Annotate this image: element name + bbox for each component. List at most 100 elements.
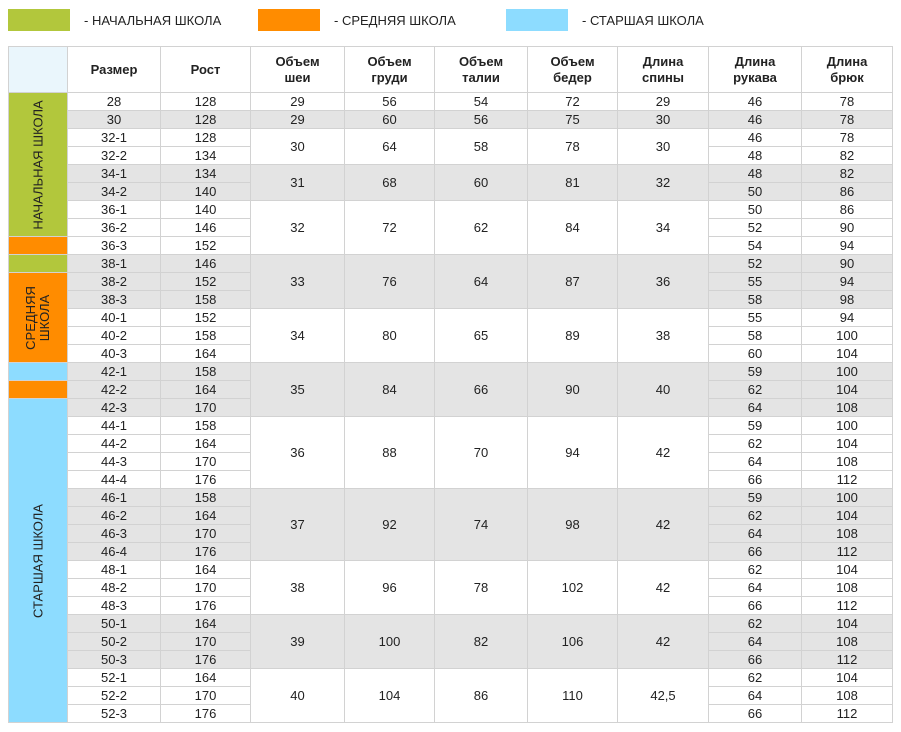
cell-sleeve: 66 xyxy=(708,470,802,489)
table-row: 44-2 164 62 104 xyxy=(9,434,893,453)
cell-sleeve: 62 xyxy=(708,506,802,525)
cell-size: 38-1 xyxy=(67,254,161,273)
cell-size: 48-3 xyxy=(67,596,161,615)
cell-height: 158 xyxy=(160,416,251,435)
cell-size: 32-2 xyxy=(67,146,161,165)
cell-waist: 70 xyxy=(434,416,528,489)
cell-back: 38 xyxy=(617,308,709,363)
cell-trousers: 108 xyxy=(801,632,893,651)
table-row: 48-2 170 64 108 xyxy=(9,578,893,597)
cell-trousers: 78 xyxy=(801,110,893,129)
cell-trousers: 90 xyxy=(801,218,893,237)
cell-sleeve: 64 xyxy=(708,398,802,417)
cell-sleeve: 58 xyxy=(708,326,802,345)
table-row: 40-1 152 34 80 65 89 38 55 94 xyxy=(9,308,893,363)
table-row: 46-4 176 66 112 xyxy=(9,542,893,561)
cell-sleeve: 66 xyxy=(708,542,802,561)
cell-size: 36-1 xyxy=(67,200,161,219)
legend: - НАЧАЛЬНАЯ ШКОЛА - СРЕДНЯЯ ШКОЛА - СТАР… xyxy=(8,9,888,31)
cell-waist: 54 xyxy=(434,92,528,111)
cell-height: 164 xyxy=(160,668,251,687)
cell-trousers: 112 xyxy=(801,650,893,669)
table-row: 36-3 152 54 94 xyxy=(8,236,893,255)
header-hips-line1: Объем xyxy=(550,53,595,69)
cell-height: 170 xyxy=(160,632,251,651)
cell-size: 34-2 xyxy=(67,182,161,201)
cell-neck: 39 xyxy=(250,614,345,669)
cell-chest: 92 xyxy=(344,488,435,561)
header-waist: Объем талии xyxy=(434,46,528,93)
cell-trousers: 94 xyxy=(801,272,893,291)
cell-hips: 75 xyxy=(527,110,618,129)
table-row: 46-3 170 64 108 xyxy=(9,524,893,543)
cell-neck: 29 xyxy=(250,92,345,111)
cell-size: 52-1 xyxy=(67,668,161,687)
cell-chest: 76 xyxy=(344,254,435,309)
table-row: 42-2 164 62 104 xyxy=(8,380,893,399)
cell-size: 52-3 xyxy=(67,704,161,723)
cell-sleeve: 54 xyxy=(708,236,802,255)
cell-trousers: 112 xyxy=(801,542,893,561)
cell-hips: 87 xyxy=(527,254,618,309)
table-row: 50-2 170 64 108 xyxy=(9,632,893,651)
cell-size: 48-1 xyxy=(67,560,161,579)
header-trousers: Длина брюк xyxy=(801,46,893,93)
cell-back: 42 xyxy=(617,488,709,561)
table-row: 52-3 176 66 112 xyxy=(9,704,893,723)
cell-size: 44-4 xyxy=(67,470,161,489)
cell-hips: 110 xyxy=(527,668,618,723)
cell-size: 46-1 xyxy=(67,488,161,507)
cell-back: 29 xyxy=(617,92,709,111)
cell-sleeve: 55 xyxy=(708,272,802,291)
legend-label-middle: - СРЕДНЯЯ ШКОЛА xyxy=(334,12,456,28)
cell-height: 164 xyxy=(160,560,251,579)
header-neck: Объем шеи xyxy=(250,46,345,93)
cell-sleeve: 59 xyxy=(708,416,802,435)
cell-height: 152 xyxy=(160,236,251,255)
cell-sleeve: 46 xyxy=(708,110,802,129)
legend-label-primary: - НАЧАЛЬНАЯ ШКОЛА xyxy=(84,12,222,28)
cell-sleeve: 50 xyxy=(708,182,802,201)
header-sleeve: Длина рукава xyxy=(708,46,802,93)
cell-trousers: 78 xyxy=(801,92,893,111)
table-row: 30 128 29 60 56 75 30 46 78 xyxy=(9,110,893,129)
cell-neck: 32 xyxy=(250,200,345,255)
school-cell-middle xyxy=(8,236,68,255)
table-row: 52-1 164 40 104 86 110 42,5 62 104 xyxy=(9,668,893,723)
cell-hips: 90 xyxy=(527,362,618,417)
cell-height: 164 xyxy=(160,344,251,363)
cell-trousers: 104 xyxy=(801,668,893,687)
cell-size: 50-1 xyxy=(67,614,161,633)
cell-hips: 106 xyxy=(527,614,618,669)
cell-size: 50-2 xyxy=(67,632,161,651)
cell-trousers: 98 xyxy=(801,290,893,309)
cell-trousers: 104 xyxy=(801,506,893,525)
cell-sleeve: 52 xyxy=(708,218,802,237)
header-school xyxy=(8,46,68,93)
cell-height: 164 xyxy=(160,380,251,399)
cell-size: 36-3 xyxy=(67,236,161,255)
cell-height: 158 xyxy=(160,290,251,309)
header-sleeve-line2: рукава xyxy=(733,69,777,85)
table-row: 34-2 140 50 86 xyxy=(9,182,893,201)
cell-chest: 88 xyxy=(344,416,435,489)
cell-back: 30 xyxy=(617,128,709,165)
cell-size: 44-2 xyxy=(67,434,161,453)
cell-neck: 33 xyxy=(250,254,345,309)
cell-back: 32 xyxy=(617,164,709,201)
cell-height: 140 xyxy=(160,200,251,219)
cell-sleeve: 66 xyxy=(708,596,802,615)
cell-hips: 89 xyxy=(527,308,618,363)
cell-trousers: 94 xyxy=(801,308,893,327)
cell-waist: 82 xyxy=(434,614,528,669)
table-row: 36-1 140 32 72 62 84 34 50 86 xyxy=(9,200,893,255)
table-row: 46-1 158 37 92 74 98 42 59 100 xyxy=(9,488,893,561)
cell-hips: 102 xyxy=(527,560,618,615)
school-label-middle: СРЕДНЯЯ ШКОЛА xyxy=(23,285,52,350)
cell-sleeve: 46 xyxy=(708,128,802,147)
cell-waist: 56 xyxy=(434,110,528,129)
header-back: Длина спины xyxy=(617,46,709,93)
header-chest-line1: Объем xyxy=(367,53,412,69)
cell-sleeve: 62 xyxy=(708,668,802,687)
cell-waist: 66 xyxy=(434,362,528,417)
